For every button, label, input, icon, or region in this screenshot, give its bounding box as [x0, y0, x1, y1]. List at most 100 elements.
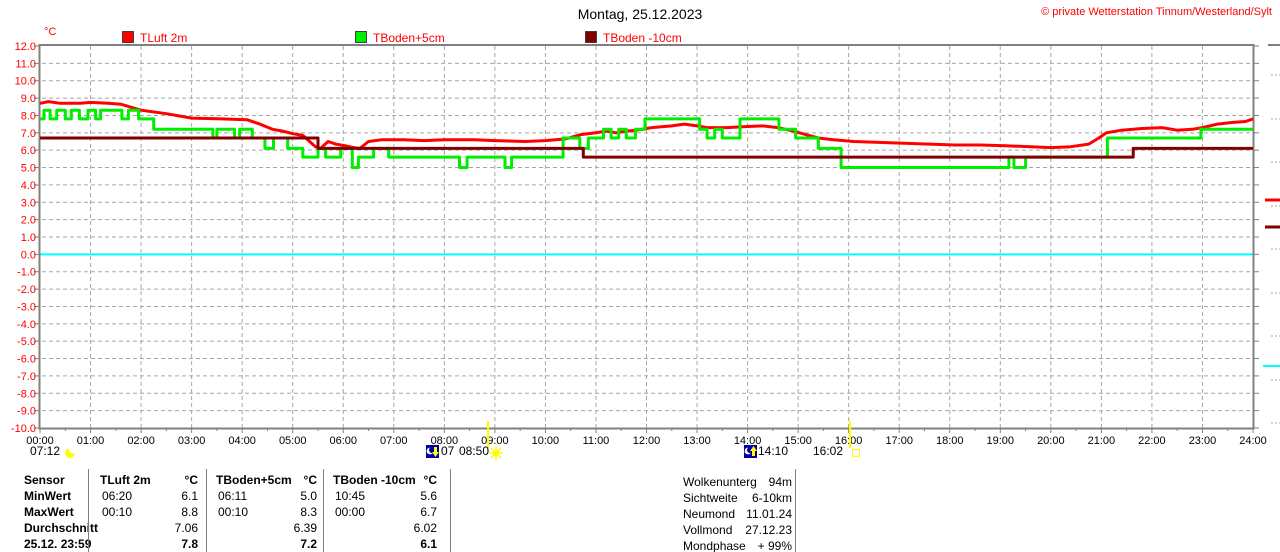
table-divider: [450, 469, 451, 552]
avg-value: 6.39: [293, 521, 317, 535]
legend-item-tboden5: TBoden+5cm: [355, 31, 445, 45]
min-time: 06:11: [218, 489, 248, 503]
moon-icon: [65, 447, 78, 458]
svg-text:08:00: 08:00: [431, 435, 459, 447]
avg-value: 7.06: [174, 521, 198, 535]
table-divider: [88, 469, 89, 552]
svg-text:11:00: 11:00: [583, 435, 610, 447]
svg-text:3.0: 3.0: [21, 197, 36, 209]
moonset-time-label: 07:12: [30, 444, 61, 458]
legend-label-tboden10: TBoden -10cm: [603, 31, 682, 45]
legend-label-tluft: TLuft 2m: [140, 31, 188, 45]
legend-swatch-tluft-icon: [122, 31, 134, 43]
svg-text:-8.0: -8.0: [17, 388, 36, 400]
series-tboden-5cm: [40, 108, 1253, 169]
svg-text:-5.0: -5.0: [17, 336, 36, 348]
copyright-note: © private Wetterstation Tinnum/Westerlan…: [1041, 6, 1272, 18]
col-unit: °C: [184, 473, 198, 487]
svg-text:19:00: 19:00: [987, 435, 1015, 447]
info-value: 27.12.23: [745, 523, 792, 537]
max-value: 6.7: [420, 505, 437, 519]
svg-text:1.0: 1.0: [21, 232, 36, 244]
max-value: 8.8: [181, 505, 198, 519]
stats-row-label: MinWert: [24, 489, 72, 503]
info-label: Mondphase: [683, 539, 746, 552]
svg-text:-10.0: -10.0: [11, 423, 36, 435]
svg-text:24:00: 24:00: [1239, 435, 1267, 447]
y-axis-unit-label: °C: [44, 26, 57, 38]
svg-text:-1.0: -1.0: [17, 267, 36, 279]
svg-text:12:00: 12:00: [633, 435, 661, 447]
legend-item-tluft: TLuft 2m: [122, 31, 188, 45]
svg-text:2.0: 2.0: [21, 215, 36, 227]
max-value: 8.3: [300, 505, 317, 519]
stats-row-label: Durchschnitt: [24, 521, 99, 535]
svg-text:01:00: 01:00: [77, 435, 105, 447]
stats-row-label: 25.12. 23:59: [24, 537, 92, 551]
svg-text:20:00: 20:00: [1037, 435, 1065, 447]
table-divider: [795, 469, 796, 552]
svg-text:07:00: 07:00: [380, 435, 408, 447]
sunset-sun-icon: [852, 449, 860, 457]
col-header: TBoden+5cm: [216, 473, 292, 487]
svg-text:05:00: 05:00: [279, 435, 307, 447]
min-value: 6.1: [181, 489, 198, 503]
svg-text:03:00: 03:00: [178, 435, 206, 447]
min-time: 06:20: [102, 489, 133, 503]
legend-swatch-tboden5-icon: [355, 31, 367, 43]
min-value: 5.0: [300, 489, 317, 503]
col-unit: °C: [303, 473, 317, 487]
svg-text:02:00: 02:00: [127, 435, 155, 447]
info-label: Vollmond: [683, 523, 733, 537]
sunrise-time-label: 08:50: [459, 444, 490, 458]
legend-swatch-tboden10-icon: [585, 31, 597, 43]
svg-text:6.0: 6.0: [21, 145, 36, 157]
min-time: 10:45: [335, 489, 366, 503]
svg-text:13:00: 13:00: [683, 435, 711, 447]
table-divider: [206, 469, 207, 552]
svg-text:06:00: 06:00: [329, 435, 357, 447]
legend-item-tboden10: TBoden -10cm: [585, 31, 682, 45]
svg-text:11.0: 11.0: [15, 58, 36, 70]
info-label: Sichtweite: [683, 491, 738, 505]
info-label: Neumond: [683, 507, 736, 521]
min-value: 5.6: [420, 489, 437, 503]
svg-text:-6.0: -6.0: [17, 354, 36, 366]
svg-text:9.0: 9.0: [21, 93, 36, 105]
series-tluft-2m: [39, 100, 1254, 150]
moonrise-time-label: 14:10: [758, 444, 789, 458]
moonset-down-icon: [426, 445, 439, 458]
moonrise-up-icon: [744, 445, 757, 458]
svg-text:-3.0: -3.0: [17, 301, 36, 313]
svg-text:00:00: 00:00: [26, 435, 54, 447]
svg-text:22:00: 22:00: [1138, 435, 1166, 447]
svg-text:0.0: 0.0: [21, 249, 36, 261]
col-unit: °C: [423, 473, 437, 487]
sunrise-line: [487, 421, 489, 448]
sunset-time-label: 16:02: [813, 444, 844, 458]
svg-text:10.0: 10.0: [15, 76, 36, 88]
max-time: 00:10: [218, 505, 249, 519]
max-time: 00:10: [102, 505, 133, 519]
last-value: 7.2: [300, 537, 317, 551]
info-value: 11.01.24: [746, 507, 792, 521]
col-header: TBoden -10cm: [333, 473, 416, 487]
info-label: Wolkenunterg: [683, 475, 757, 489]
svg-text:-4.0: -4.0: [17, 319, 36, 331]
svg-text:17:00: 17:00: [885, 435, 913, 447]
max-time: 00:00: [335, 505, 366, 519]
svg-text:15:00: 15:00: [784, 435, 812, 447]
info-value: + 99%: [757, 539, 792, 552]
sunset-line: [849, 421, 851, 448]
svg-text:16:00: 16:00: [835, 435, 863, 447]
svg-text:-2.0: -2.0: [17, 284, 36, 296]
svg-text:-9.0: -9.0: [17, 406, 36, 418]
svg-text:8.0: 8.0: [21, 110, 36, 122]
svg-text:10:00: 10:00: [532, 435, 560, 447]
svg-text:4.0: 4.0: [21, 180, 36, 192]
col-header: TLuft 2m: [100, 473, 151, 487]
svg-text:5.0: 5.0: [21, 163, 36, 175]
avg-value: 6.02: [413, 521, 437, 535]
